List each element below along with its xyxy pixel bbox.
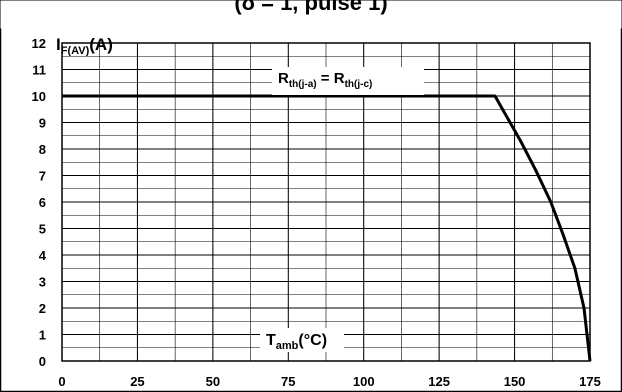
y-tick-label: 2: [39, 301, 46, 316]
x-tick-label: 125: [428, 374, 450, 389]
x-tick-label: 25: [130, 374, 144, 389]
y-tick-label: 5: [39, 222, 46, 237]
x-tick-label: 75: [281, 374, 295, 389]
x-tick-label: 175: [579, 374, 601, 389]
y-tick-label: 6: [39, 195, 46, 210]
y-tick-label: 0: [39, 354, 46, 369]
y-tick-label: 3: [39, 275, 46, 290]
y-tick-label: 7: [39, 169, 46, 184]
y-tick-label: 8: [39, 142, 46, 157]
y-tick-label: 10: [32, 89, 46, 104]
y-tick-label: 4: [39, 248, 47, 263]
y-tick-label: 11: [32, 63, 46, 78]
x-tick-label: 0: [58, 374, 65, 389]
header-title: (δ = 1, pulse 1): [234, 0, 387, 15]
x-tick-labels: 0 25 50 75 100 125 150 175: [58, 374, 600, 389]
y-tick-label: 1: [39, 328, 46, 343]
x-tick-label: 50: [206, 374, 220, 389]
x-tick-label: 100: [353, 374, 375, 389]
x-tick-label: 150: [504, 374, 526, 389]
y-tick-label: 12: [32, 36, 46, 51]
y-tick-label: 9: [39, 116, 46, 131]
y-axis-label: IF(AV)(A): [56, 35, 113, 57]
